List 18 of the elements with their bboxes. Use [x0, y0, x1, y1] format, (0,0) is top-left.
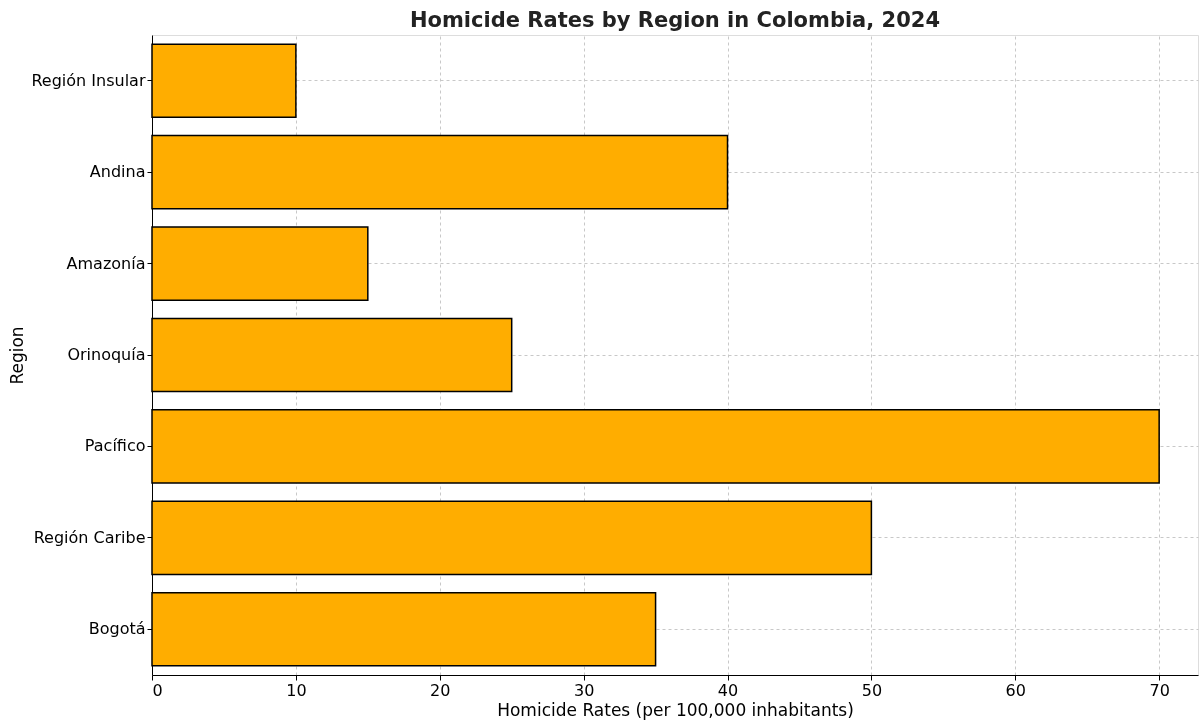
chart-title: Homicide Rates by Region in Colombia, 2024: [409, 8, 941, 32]
y-tick-label: Región Insular: [31, 70, 146, 90]
y-tick-label: Bogotá: [88, 619, 146, 639]
y-tick-label: Andina: [89, 162, 146, 182]
y-axis-title: Region: [7, 326, 28, 385]
x-tick-label: 10: [286, 680, 307, 700]
x-tick-label: 40: [717, 680, 739, 700]
x-tick-label: 30: [573, 680, 595, 700]
x-tick-label: 60: [1005, 680, 1026, 700]
x-axis-title: Homicide Rates (per 100,000 inhabitants): [497, 699, 854, 720]
y-tick-label: Orinoquía: [67, 345, 146, 364]
y-tick-label: Pacífico: [84, 436, 146, 456]
y-tick-label: Región Caribe: [33, 527, 146, 547]
x-tick-label: 50: [861, 680, 883, 700]
x-tick-label: 20: [430, 680, 451, 700]
x-tick-label: 70: [1149, 680, 1170, 700]
y-tick-label: Amazonía: [66, 253, 146, 273]
x-tick-label: 0: [152, 680, 163, 700]
